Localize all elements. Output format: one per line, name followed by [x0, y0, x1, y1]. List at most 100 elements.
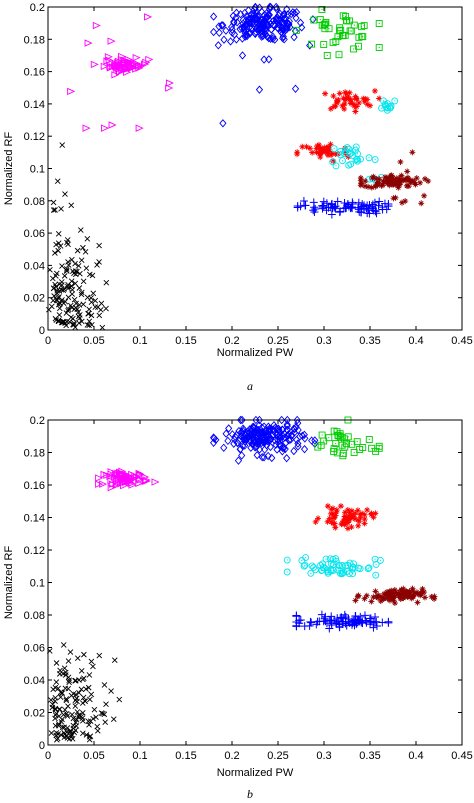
scatter-point-triangle — [141, 477, 150, 485]
scatter-point-center — [339, 150, 342, 152]
scatter-point-star — [377, 598, 384, 605]
scatter-point-diamond — [228, 28, 236, 37]
scatter-point-triangle — [113, 62, 122, 71]
scatter-point-x — [101, 711, 108, 718]
scatter-point-star — [312, 518, 319, 525]
scatter-point-center — [368, 157, 370, 159]
scatter-point-square — [339, 449, 347, 457]
scatter-point-center — [362, 36, 364, 38]
scatter-point-center — [310, 43, 313, 45]
scatter-point-center — [357, 45, 360, 47]
scatter-point-star — [313, 145, 320, 152]
scatter-point-triangle — [133, 61, 142, 70]
scatter-point-star — [379, 182, 386, 189]
scatter-point-x — [50, 207, 57, 213]
chart-panel-a: 0 0.05 0.1 0.15 0.2 0.25 0.3 0.35 0.4 0.45 00.020… — [3, 2, 473, 393]
scatter-point-diamond — [274, 432, 282, 441]
scatter-point-star — [398, 172, 405, 179]
scatter-point-star — [346, 89, 353, 96]
scatter-point-circle — [307, 569, 315, 577]
scatter-point-triangle — [116, 468, 125, 477]
scatter-point-center — [354, 149, 357, 151]
scatter-point-circle — [319, 560, 326, 568]
scatter-point-center — [323, 24, 325, 26]
scatter-point-x — [54, 287, 61, 294]
scatter-point-x — [50, 285, 57, 292]
scatter-point-triangle — [115, 475, 124, 484]
scatter-point-center — [348, 164, 350, 166]
scatter-point-star — [309, 149, 316, 156]
scatter-point-diamond — [222, 26, 230, 35]
scatter-point-x — [53, 241, 59, 248]
scatter-point-diamond — [224, 436, 232, 446]
scatter-point-x — [68, 283, 75, 289]
scatter-point-x — [62, 672, 69, 678]
scatter-point-x — [66, 677, 72, 683]
scatter-point-center — [337, 435, 339, 437]
scatter-point-star — [368, 598, 375, 605]
scatter-point-x — [49, 275, 56, 282]
scatter-point-x — [96, 242, 102, 249]
scatter-point-diamond — [250, 9, 258, 18]
scatter-point-x — [53, 679, 60, 685]
scatter-point-diamond — [228, 430, 237, 439]
scatter-point-x — [82, 249, 89, 255]
scatter-point-star — [413, 175, 420, 182]
scatter-point-x — [55, 230, 62, 237]
scatter-point-triangle — [112, 481, 121, 490]
scatter-point-star — [391, 600, 398, 607]
scatter-point-plus — [335, 623, 344, 632]
x-tick-label: 0 — [45, 750, 51, 762]
scatter-point-center — [328, 437, 330, 439]
scatter-point-diamond — [255, 24, 263, 34]
scatter-point-diamond — [210, 27, 218, 37]
scatter-point-x — [89, 272, 96, 279]
scatter-point-star — [357, 182, 364, 189]
scatter-point-star — [361, 511, 368, 518]
scatter-point-center — [321, 434, 323, 436]
scatter-point-circle — [327, 566, 335, 574]
scatter-point-x — [78, 686, 85, 693]
scatter-point-x — [84, 322, 91, 328]
scatter-point-center — [368, 178, 370, 180]
scatter-point-x — [50, 297, 56, 304]
scatter-point-diamond — [269, 32, 277, 41]
scatter-point-star — [411, 179, 418, 186]
scatter-point-diamond — [263, 9, 271, 18]
y-tick-label: 0.14 — [24, 99, 45, 111]
scatter-point-plus — [378, 203, 387, 212]
scatter-point-diamond — [283, 5, 291, 14]
x-axis-label-a: Normalized PW — [217, 347, 294, 359]
scatter-point-x — [60, 642, 67, 648]
y-tick-label: 0.02 — [24, 293, 45, 305]
scatter-point-star — [397, 158, 404, 165]
scatter-point-plus — [301, 201, 310, 210]
scatter-point-diamond — [266, 2, 275, 12]
scatter-point-triangle — [133, 60, 142, 68]
scatter-point-plus — [358, 200, 367, 209]
scatter-point-x — [52, 207, 58, 213]
scatter-point-center — [344, 149, 346, 152]
scatter-point-x — [62, 669, 69, 676]
scatter-point-triangle — [118, 52, 127, 61]
scatter-point-x — [85, 684, 92, 691]
scatter-point-star — [361, 98, 368, 105]
cluster-x — [46, 142, 110, 331]
scatter-point-star — [344, 525, 351, 532]
scatter-point-square — [336, 430, 344, 438]
scatter-point-diamond — [277, 28, 285, 37]
scatter-point-center — [374, 159, 376, 161]
scatter-point-x — [96, 259, 102, 265]
scatter-point-star — [392, 589, 399, 596]
scatter-point-triangle — [118, 62, 127, 71]
scatter-point-x — [67, 302, 74, 309]
scatter-point-plus — [306, 617, 315, 626]
scatter-point-star — [404, 168, 411, 175]
scatter-point-diamond — [244, 6, 253, 15]
scatter-point-diamond — [238, 24, 246, 33]
scatter-point-star — [372, 510, 379, 517]
scatter-point-plus — [324, 203, 333, 212]
scatter-point-plus — [337, 613, 346, 622]
scatter-point-circle — [308, 562, 316, 570]
scatter-point-center — [323, 440, 325, 442]
